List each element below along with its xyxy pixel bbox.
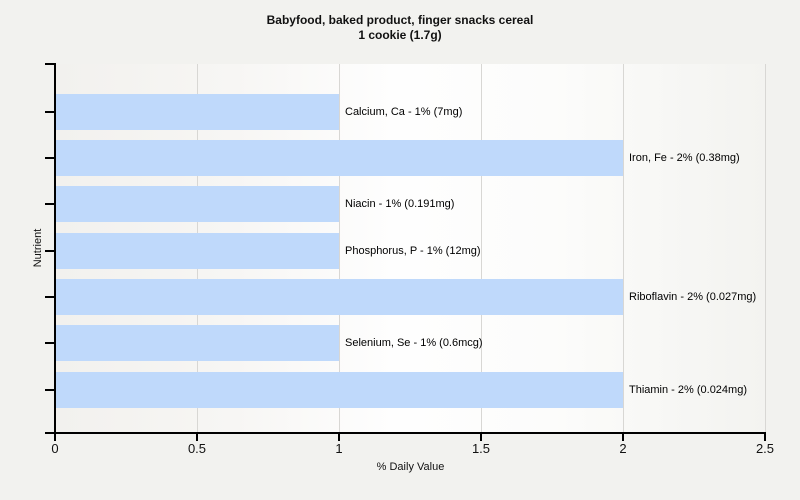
gridline-x-1 <box>339 64 340 432</box>
x-axis-title: % Daily Value <box>376 461 445 473</box>
y-tick-thiamin <box>45 388 56 391</box>
bar-thiamin <box>56 371 623 408</box>
x-tick-label-2: 2 <box>619 441 627 456</box>
bar-label-niacin: Niacin - 1% (0.191mg) <box>345 198 455 211</box>
bar-iron-fe <box>56 140 623 176</box>
bar-label-iron-fe: Iron, Fe - 2% (0.38mg) <box>629 152 740 164</box>
x-tick-label-1: 1 <box>335 441 343 456</box>
x-tick-label-0.5: 0.5 <box>187 441 207 456</box>
x-tick-0 <box>54 434 56 441</box>
y-tick-selenium-se <box>45 342 56 345</box>
y-tick-iron-fe <box>45 157 56 159</box>
chart-title-line2: 1 cookie (1.7g) <box>358 28 442 42</box>
chart-title-line1: Babyfood, baked product, finger snacks c… <box>266 13 534 27</box>
chart-title: Babyfood, baked product, finger snacks c… <box>0 13 800 43</box>
y-tick-phosphorus-p <box>45 249 56 252</box>
gridline-x-2.5 <box>765 64 766 432</box>
bar-niacin <box>56 186 339 223</box>
bar-label-selenium-se: Selenium, Se - 1% (0.6mcg) <box>345 337 483 350</box>
bar-label-phosphorus-p: Phosphorus, P - 1% (12mg) <box>345 244 481 257</box>
x-tick-1.5 <box>480 434 482 441</box>
gridline-x-1.5 <box>481 64 482 432</box>
x-tick-label-1.5: 1.5 <box>471 441 491 456</box>
x-axis-line <box>45 432 766 434</box>
x-tick-label-2.5: 2.5 <box>755 441 775 456</box>
gridline-x-2 <box>623 64 624 432</box>
x-tick-2 <box>622 434 624 441</box>
x-tick-2.5 <box>764 434 766 441</box>
y-tick-riboflavin <box>45 295 56 298</box>
x-tick-1 <box>338 434 340 441</box>
bar-calcium-ca <box>56 93 339 130</box>
y-axis-title: Nutrient <box>32 228 44 268</box>
bar-riboflavin <box>56 278 623 315</box>
bar-label-riboflavin: Riboflavin - 2% (0.027mg) <box>629 290 757 303</box>
plot-area: Calcium, Ca - 1% (7mg) Iron, Fe - 2% (0.3… <box>56 64 766 432</box>
y-axis-line <box>54 64 56 434</box>
y-axis-end-tick <box>45 63 56 65</box>
x-tick-label-0: 0 <box>51 441 59 456</box>
bar-label-calcium-ca: Calcium, Ca - 1% (7mg) <box>345 105 463 118</box>
y-tick-calcium-ca <box>45 110 56 113</box>
x-tick-0.5 <box>196 434 198 441</box>
y-tick-niacin <box>45 203 56 206</box>
bar-selenium-se <box>56 325 339 362</box>
bar-label-thiamin: Thiamin - 2% (0.024mg) <box>629 383 747 396</box>
bar-phosphorus-p <box>56 232 339 269</box>
